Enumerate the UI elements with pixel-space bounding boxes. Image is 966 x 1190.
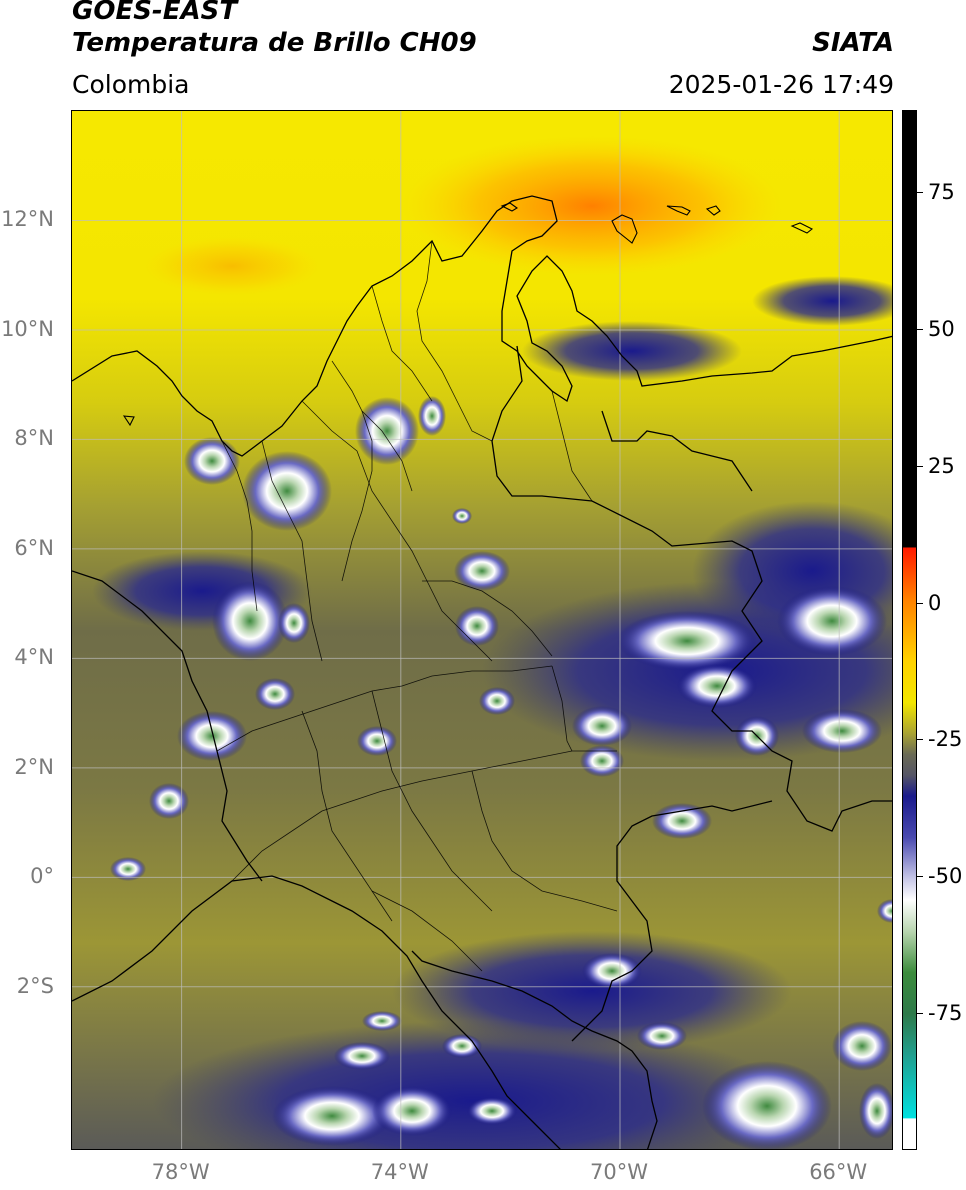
cloud-cells [110, 396, 892, 1149]
timestamp-label: 2025-01-26 17:49 [668, 70, 894, 99]
latitude-tick-label: 8°N [14, 426, 54, 451]
map-canvas [72, 111, 892, 1149]
colorbar-tick-label: -50 [928, 864, 963, 889]
colorbar-tick-mark [917, 602, 923, 604]
warm-region [142, 236, 322, 296]
colorbar-gradient [903, 111, 916, 1149]
country-borders [72, 195, 892, 1149]
warm-region [402, 136, 782, 276]
latitude-tick-label: 10°N [1, 316, 54, 341]
colorbar-tick-mark [917, 328, 923, 330]
colorbar-tick-label: 75 [928, 180, 955, 205]
coastline-islands [122, 202, 814, 427]
longitude-tick-label: 78°W [151, 1160, 210, 1184]
brand-label: SIATA [812, 28, 894, 58]
product-title: Temperatura de Brillo CH09 [72, 28, 477, 58]
colorbar [902, 110, 917, 1150]
colorbar-tick-mark [917, 739, 923, 741]
latitude-tick-label: 6°N [14, 535, 54, 560]
satellite-map [71, 110, 893, 1150]
longitude-tick-label: 70°W [590, 1160, 648, 1184]
colorbar-tick-label: 50 [928, 316, 955, 341]
colorbar-tick-mark [917, 192, 923, 194]
colorbar-tick-label: -25 [928, 727, 963, 752]
longitude-tick-label: 74°W [370, 1160, 429, 1184]
latitude-tick-label: 2°S [16, 973, 54, 998]
colorbar-tick-label: -75 [928, 1001, 963, 1026]
department-borders [216, 240, 618, 972]
colorbar-tick-mark [917, 876, 923, 878]
longitude-tick-label: 66°W [809, 1160, 868, 1184]
colorbar-tick-label: 0 [928, 590, 942, 615]
region-label: Colombia [72, 70, 190, 99]
satellite-title: GOES-EAST [72, 0, 238, 26]
colorbar-tick-mark [917, 1013, 923, 1015]
latitude-tick-label: 4°N [14, 645, 54, 670]
latitude-tick-label: 12°N [1, 207, 54, 232]
colorbar-tick-label: 25 [928, 453, 955, 478]
latitude-tick-label: 0° [30, 864, 54, 889]
colorbar-tick-mark [917, 465, 923, 467]
latitude-tick-label: 2°N [14, 754, 54, 779]
